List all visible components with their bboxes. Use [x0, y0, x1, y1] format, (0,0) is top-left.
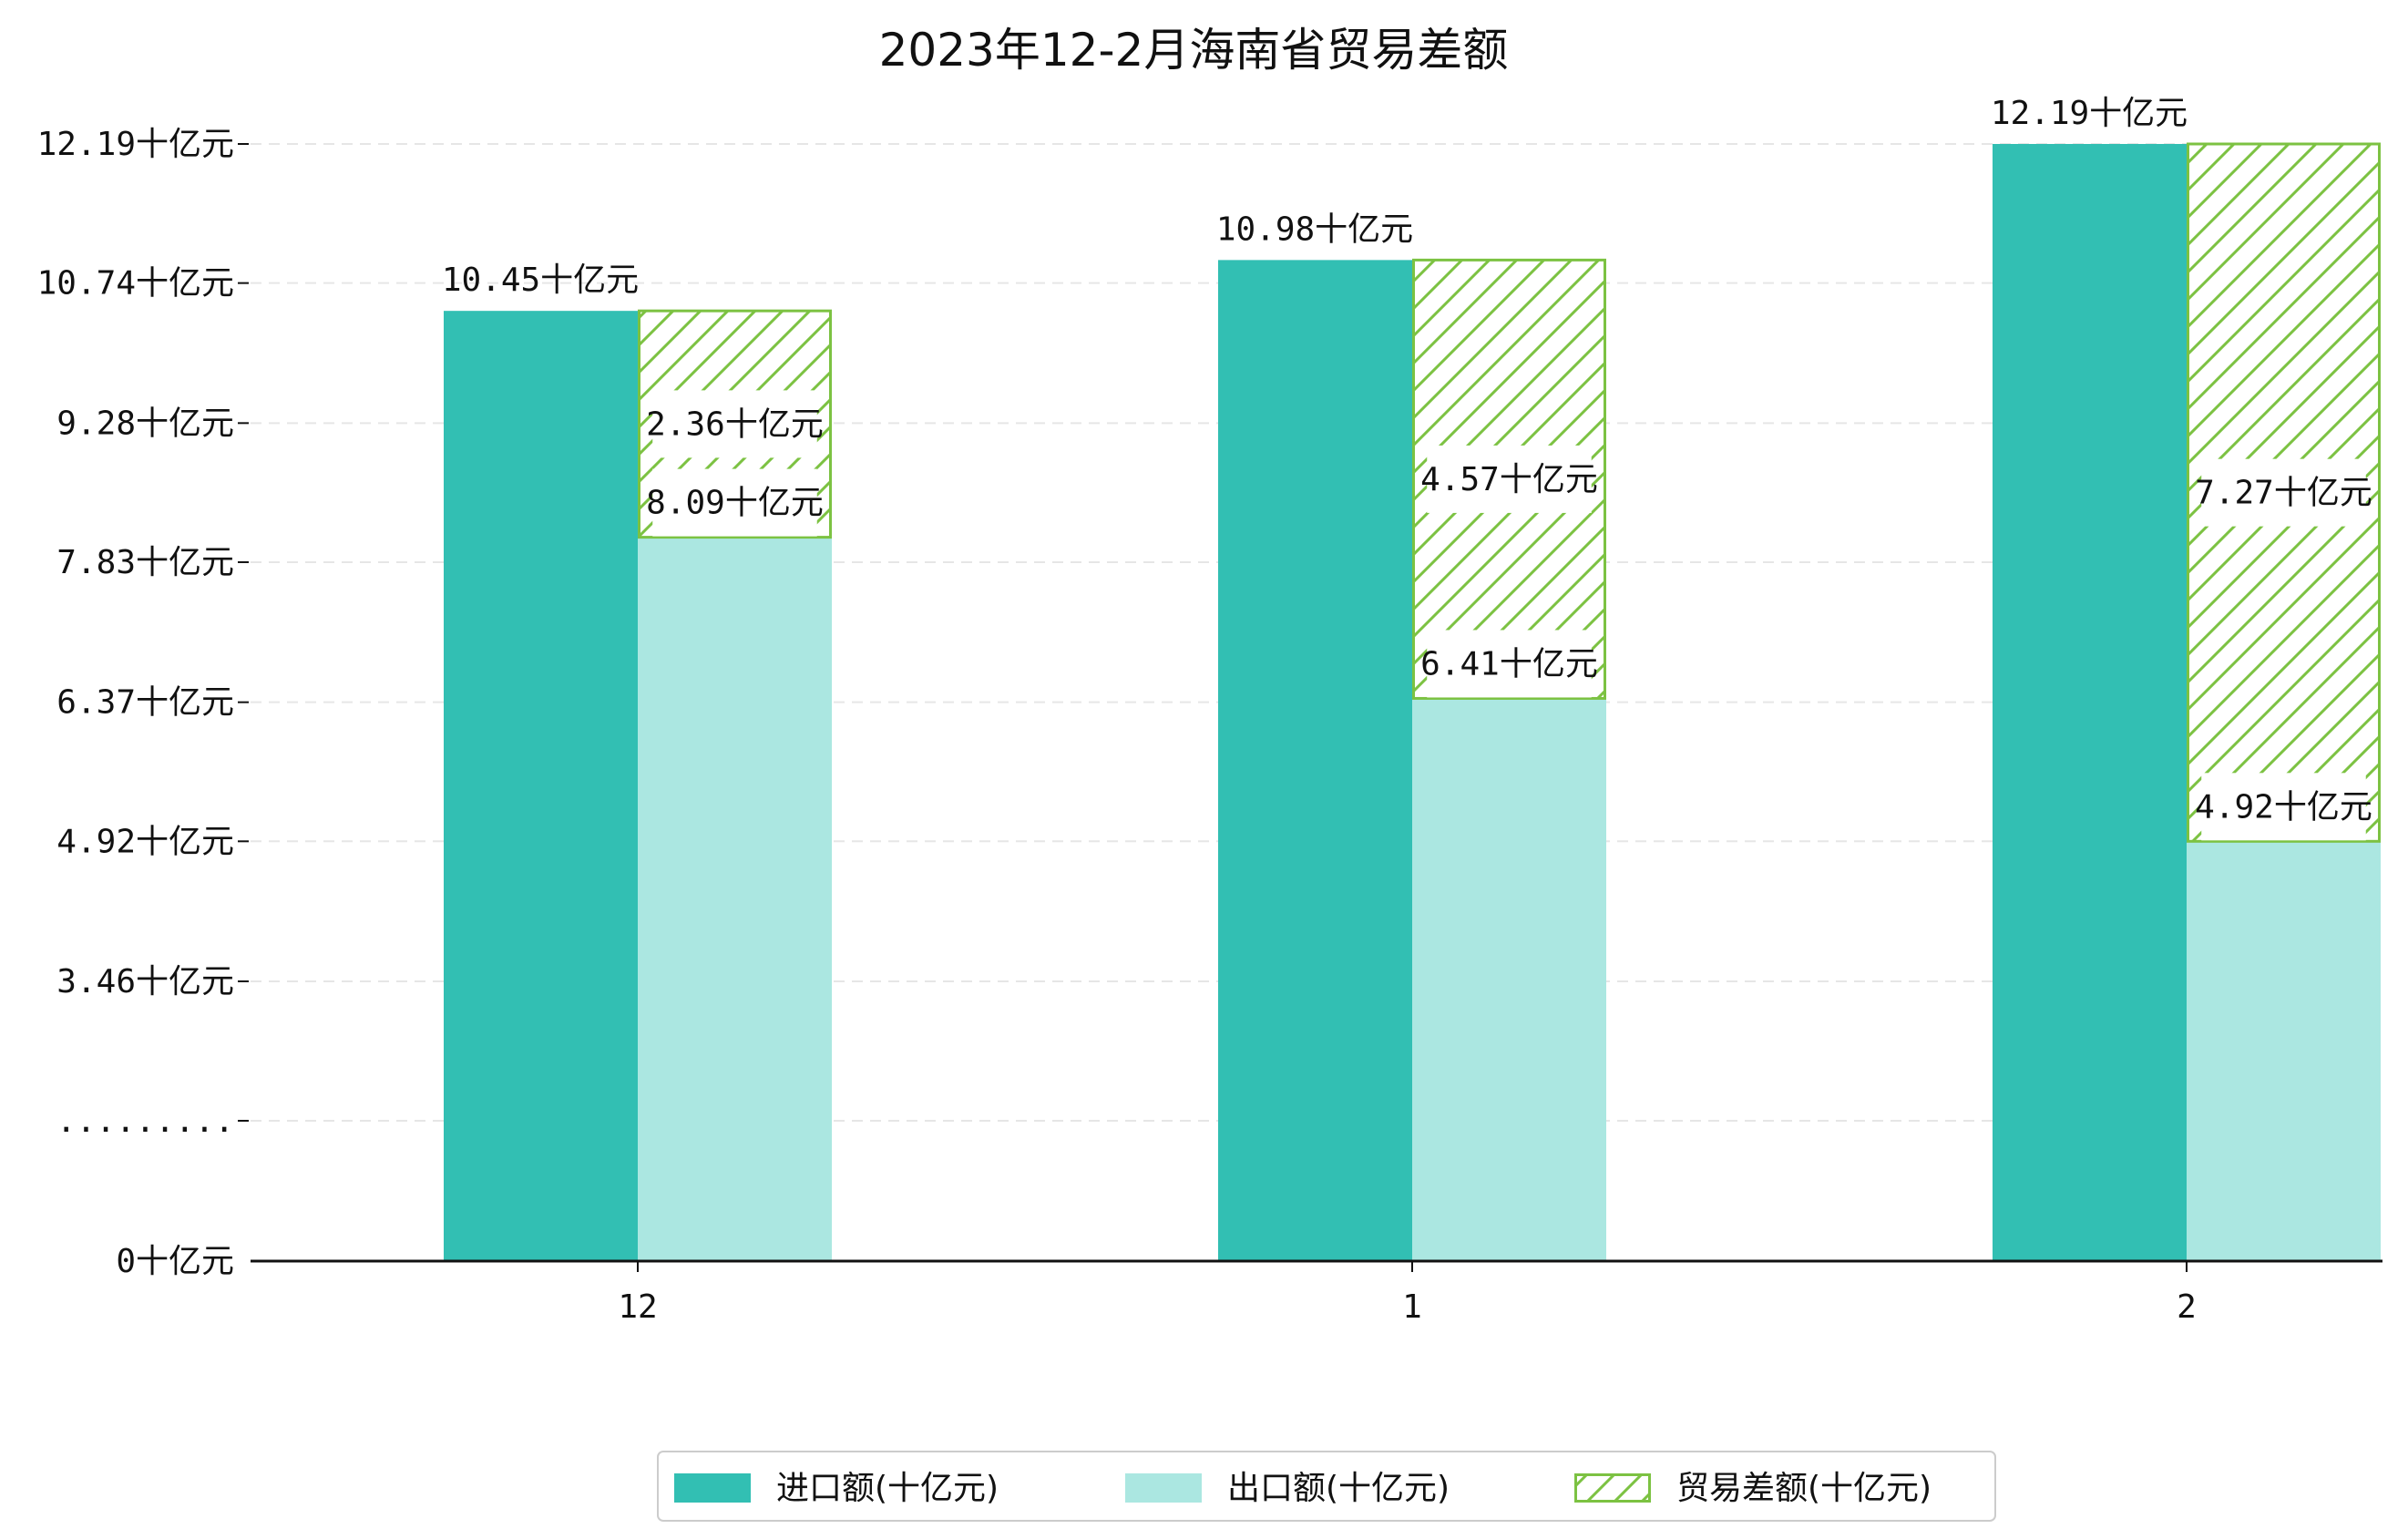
legend-item: 进口额(十亿元)	[674, 1470, 999, 1507]
y-tick-label: 9.28十亿元	[56, 405, 234, 442]
legend-label: 进口额(十亿元)	[776, 1470, 999, 1507]
diff-value-label-box	[1427, 445, 1592, 513]
import-bar	[1993, 144, 2187, 1261]
diff-value-label-group: 2.36十亿元	[646, 390, 824, 458]
y-tick-label: 10.74十亿元	[37, 265, 234, 303]
y-tick-label: 6.37十亿元	[56, 684, 234, 722]
export-value-label-group: 6.41十亿元	[1420, 630, 1598, 698]
export-value-label-group: 4.92十亿元	[2195, 773, 2372, 841]
export-bar	[638, 537, 832, 1261]
y-tick-label: 4.92十亿元	[56, 823, 234, 860]
import-bar	[444, 311, 638, 1261]
legend-label: 出口额(十亿元)	[1227, 1470, 1450, 1507]
diff-value-label-box	[652, 390, 817, 458]
diff-value-label: 7.27十亿元	[2195, 475, 2372, 512]
diff-value-label-box	[2201, 458, 2366, 527]
export-value-label: 6.41十亿元	[1420, 645, 1598, 682]
diff-value-label-group: 4.57十亿元	[1420, 445, 1598, 513]
legend: 进口额(十亿元) 出口额(十亿元) 贸易差额(十亿元)	[657, 1451, 1996, 1522]
legend-frame	[657, 1451, 1996, 1522]
legend-label: 贸易差额(十亿元)	[1676, 1470, 1932, 1507]
y-tick-label: 12.19十亿元	[37, 126, 234, 163]
legend-swatch	[1574, 1473, 1651, 1503]
y-tick-label: 0十亿元	[116, 1243, 234, 1280]
export-value-label: 8.09十亿元	[646, 485, 824, 522]
export-bar	[1412, 698, 1606, 1261]
import-value-label: 12.19十亿元	[1991, 95, 2188, 132]
y-tick-label: 7.83十亿元	[56, 544, 234, 581]
export-value-label-box	[652, 468, 817, 537]
x-tick-label: 12	[618, 1288, 657, 1326]
y-axis: 0十亿元......... 3.46十亿元 4.92十亿元 6.37十亿元 7.83十亿…	[37, 126, 249, 1280]
export-value-label-box	[2201, 773, 2366, 841]
data-labels: 10.45十亿元 8.09十亿元 2.36十亿元 10.98十亿元 6.41十亿元 4.5…	[442, 95, 2372, 841]
export-value-label-group: 8.09十亿元	[646, 468, 824, 537]
diff-value-label-group: 7.27十亿元	[2195, 458, 2372, 527]
y-tick-label: .........	[56, 1103, 234, 1140]
diff-value-label: 2.36十亿元	[646, 405, 824, 443]
legend-swatch	[674, 1473, 751, 1503]
x-tick-label: 1	[1402, 1288, 1422, 1326]
export-value-label-box	[1427, 630, 1592, 698]
diff-value-label: 4.57十亿元	[1420, 461, 1598, 498]
import-bar	[1218, 260, 1412, 1261]
bars	[444, 142, 2381, 1261]
import-value-label: 10.98十亿元	[1216, 210, 1413, 248]
y-tick-label: 3.46十亿元	[56, 963, 234, 1000]
x-axis: 12 1 2	[251, 1259, 2382, 1326]
legend-swatch	[1125, 1473, 1202, 1503]
export-bar	[2187, 841, 2381, 1261]
legend-item: 贸易差额(十亿元)	[1574, 1470, 1932, 1507]
chart-title: 2023年12-2月海南省贸易差额	[879, 24, 1509, 77]
legend-item: 出口额(十亿元)	[1125, 1470, 1450, 1507]
import-value-label: 10.45十亿元	[442, 262, 639, 299]
x-tick-label: 2	[2177, 1288, 2197, 1326]
export-value-label: 4.92十亿元	[2195, 788, 2372, 826]
